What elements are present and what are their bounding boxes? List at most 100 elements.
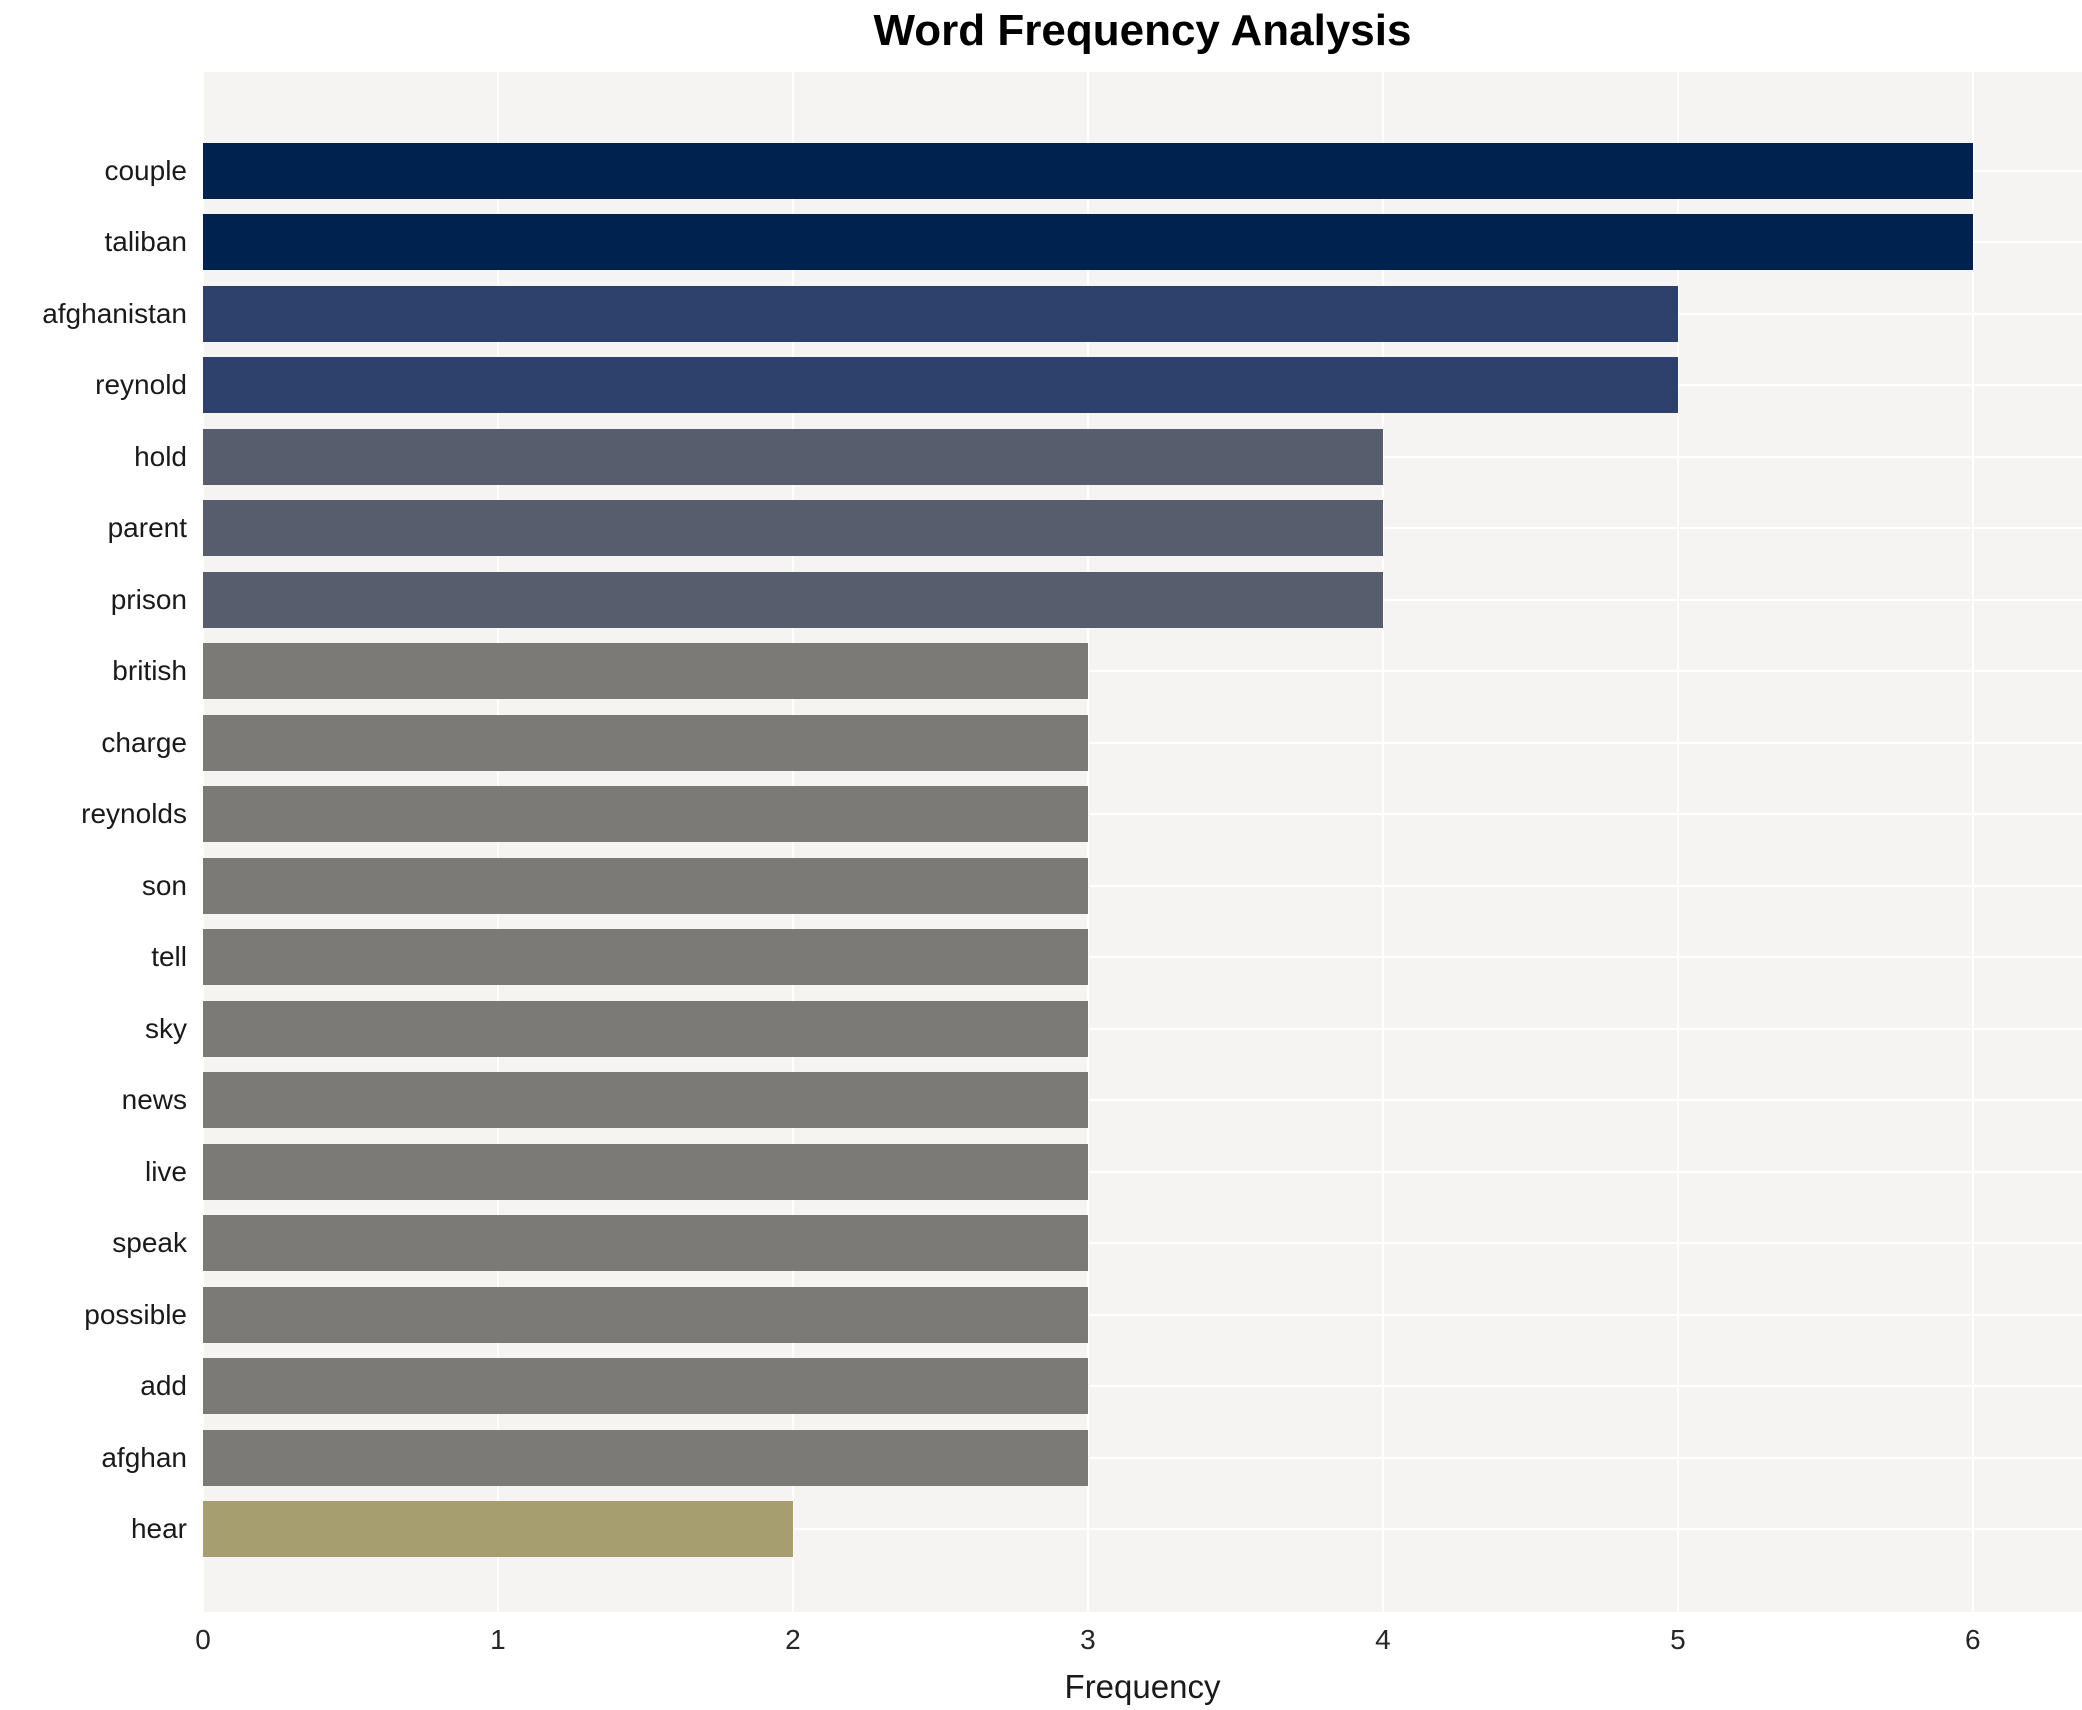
category-label: afghan xyxy=(101,1441,187,1473)
frequency-bar xyxy=(203,142,1973,199)
x-tick-label: 2 xyxy=(785,1624,801,1655)
bar-rows: couple taliban afghanistan reynold hold paren… xyxy=(0,135,2082,1565)
frequency-bar xyxy=(203,1143,1088,1200)
category-label: prison xyxy=(110,583,187,615)
vertical-gridline xyxy=(1381,72,1384,1612)
x-tick-label: 0 xyxy=(195,1624,211,1655)
horizontal-gridline xyxy=(203,1528,2082,1531)
category-label: son xyxy=(141,869,187,901)
frequency-bar xyxy=(203,1358,1088,1415)
category-label: add xyxy=(140,1370,187,1402)
bar-row: hear xyxy=(0,1494,2082,1566)
frequency-bar xyxy=(203,1429,1088,1486)
bar-row: reynolds xyxy=(0,779,2082,851)
bar-track xyxy=(203,1065,2082,1137)
frequency-bar xyxy=(203,357,1678,414)
frequency-bar xyxy=(203,714,1088,771)
horizontal-gridline xyxy=(203,1313,2082,1316)
bar-row: reynold xyxy=(0,350,2082,422)
horizontal-gridline xyxy=(203,956,2082,959)
horizontal-gridline xyxy=(203,1242,2082,1245)
bar-track xyxy=(203,636,2082,708)
category-label: reynolds xyxy=(81,798,187,830)
bar-row: afghan xyxy=(0,1422,2082,1494)
bar-track xyxy=(203,1351,2082,1423)
category-label: afghanistan xyxy=(42,297,187,329)
x-axis: 0 1 2 3 4 5 6 xyxy=(195,1620,2082,1664)
frequency-bar xyxy=(203,929,1088,986)
vertical-gridline xyxy=(1971,72,1974,1612)
bar-row: live xyxy=(0,1136,2082,1208)
horizontal-gridline xyxy=(203,1027,2082,1030)
bar-track xyxy=(203,850,2082,922)
chart-title: Word Frequency Analysis xyxy=(873,6,1412,55)
category-label: sky xyxy=(145,1012,187,1044)
horizontal-gridline xyxy=(203,1456,2082,1459)
frequency-bar xyxy=(203,1501,793,1558)
category-label: tell xyxy=(151,941,187,973)
bar-row: hold xyxy=(0,421,2082,493)
horizontal-gridline xyxy=(203,1385,2082,1388)
horizontal-gridline xyxy=(203,1099,2082,1102)
bar-track xyxy=(203,1208,2082,1280)
bar-row: add xyxy=(0,1351,2082,1423)
bar-track xyxy=(203,922,2082,994)
bar-row: son xyxy=(0,850,2082,922)
bar-track xyxy=(203,278,2082,350)
bar-track xyxy=(203,1422,2082,1494)
frequency-bar xyxy=(203,428,1383,485)
x-tick-label: 6 xyxy=(1965,1624,1981,1655)
bar-track xyxy=(203,493,2082,565)
category-label: hold xyxy=(134,440,187,472)
frequency-bar xyxy=(203,857,1088,914)
x-tick-label: 4 xyxy=(1375,1624,1391,1655)
bar-track xyxy=(203,707,2082,779)
bar-row: prison xyxy=(0,564,2082,636)
bar-row: charge xyxy=(0,707,2082,779)
x-tick-label: 5 xyxy=(1670,1624,1686,1655)
category-label: news xyxy=(121,1084,187,1116)
vertical-gridline xyxy=(1086,72,1089,1612)
x-axis-label: Frequency xyxy=(1064,1668,1221,1705)
bar-row: sky xyxy=(0,993,2082,1065)
frequency-bar xyxy=(203,500,1383,557)
category-label: reynold xyxy=(95,369,187,401)
horizontal-gridline xyxy=(203,813,2082,816)
bar-track xyxy=(203,993,2082,1065)
x-tick-label: 1 xyxy=(490,1624,506,1655)
frequency-bar xyxy=(203,285,1678,342)
frequency-bar xyxy=(203,571,1383,628)
category-label: couple xyxy=(104,154,187,186)
bar-row: possible xyxy=(0,1279,2082,1351)
category-label: parent xyxy=(107,512,187,544)
category-label: charge xyxy=(101,726,187,758)
frequency-bar xyxy=(203,1215,1088,1272)
frequency-bar xyxy=(203,786,1088,843)
bar-track xyxy=(203,1494,2082,1566)
vertical-gridline xyxy=(1676,72,1679,1612)
frequency-bar xyxy=(203,1286,1088,1343)
horizontal-gridline xyxy=(203,670,2082,673)
bar-row: british xyxy=(0,636,2082,708)
bar-track xyxy=(203,779,2082,851)
frequency-bar xyxy=(203,214,1973,271)
category-label: possible xyxy=(84,1298,187,1330)
bar-row: parent xyxy=(0,493,2082,565)
bar-track xyxy=(203,350,2082,422)
bar-row: afghanistan xyxy=(0,278,2082,350)
category-label: taliban xyxy=(104,226,187,258)
bar-track xyxy=(203,207,2082,279)
horizontal-gridline xyxy=(203,741,2082,744)
frequency-bar xyxy=(203,643,1088,700)
category-label: speak xyxy=(112,1227,187,1259)
bar-track xyxy=(203,1136,2082,1208)
frequency-bar xyxy=(203,1000,1088,1057)
x-tick-label: 3 xyxy=(1080,1624,1096,1655)
category-label: live xyxy=(144,1155,187,1187)
bar-track xyxy=(203,421,2082,493)
bar-track xyxy=(203,135,2082,207)
horizontal-gridline xyxy=(203,1170,2082,1173)
bar-row: taliban xyxy=(0,207,2082,279)
horizontal-gridline xyxy=(203,884,2082,887)
